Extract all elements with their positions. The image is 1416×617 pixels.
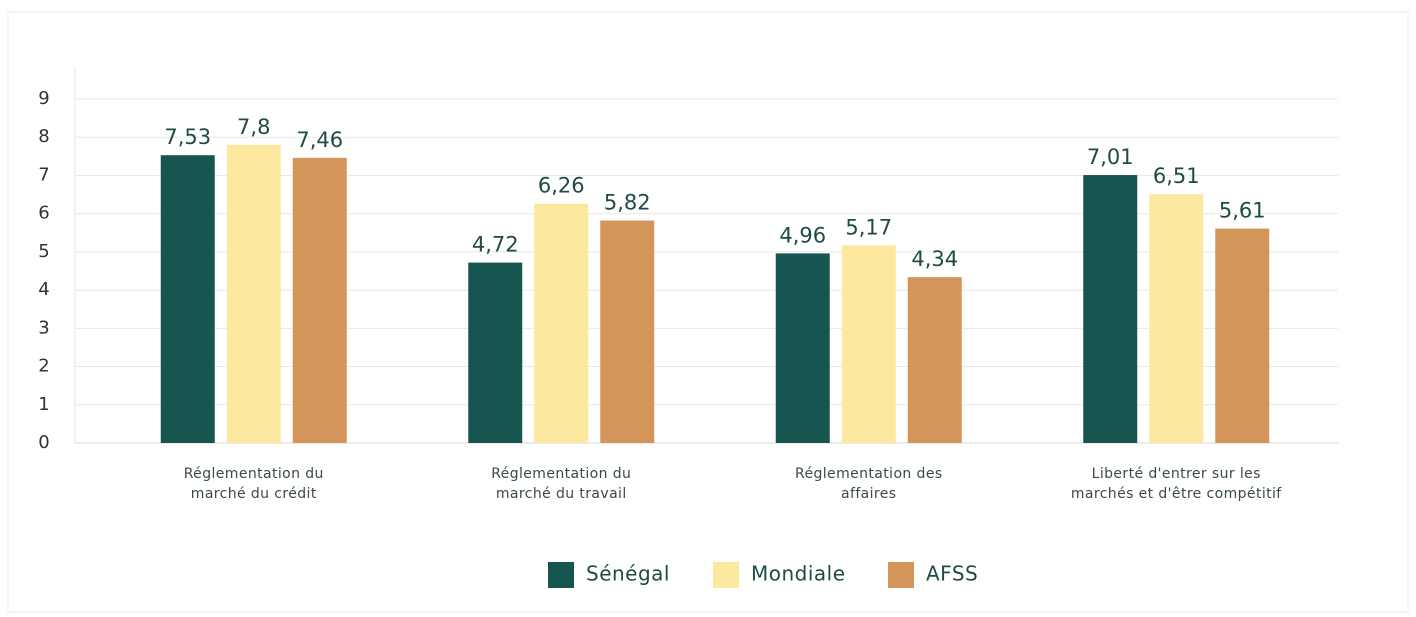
y-tick-label: 1	[38, 394, 49, 415]
data-label: 4,96	[779, 223, 826, 247]
x-tick-label: Réglementation des	[795, 466, 943, 482]
y-tick-label: 2	[38, 356, 49, 377]
y-tick-label: 8	[38, 126, 49, 147]
bar	[1083, 175, 1138, 443]
bar	[907, 277, 962, 443]
bar	[1215, 228, 1270, 443]
data-label: 6,51	[1153, 164, 1200, 188]
data-label: 7,46	[296, 128, 343, 152]
data-label: 7,8	[237, 115, 270, 139]
bar	[160, 155, 215, 444]
x-tick-label: Réglementation du	[184, 466, 324, 482]
legend-label: Mondiale	[751, 562, 846, 586]
bar	[468, 262, 523, 443]
bar	[292, 157, 347, 443]
y-tick-label: 3	[38, 317, 49, 338]
data-label: 4,34	[911, 247, 958, 271]
y-tick-label: 4	[38, 279, 49, 300]
legend-swatch	[888, 562, 914, 588]
x-tick-label: marché du crédit	[191, 486, 317, 502]
data-label: 5,61	[1219, 199, 1266, 223]
data-label: 5,17	[845, 215, 892, 239]
bar	[841, 245, 896, 443]
data-label: 5,82	[604, 191, 651, 215]
y-tick-label: 6	[38, 203, 49, 224]
y-tick-label: 0	[38, 432, 49, 453]
x-tick-label: Réglementation du	[491, 466, 631, 482]
data-label: 7,01	[1087, 145, 1134, 169]
y-tick-label: 7	[38, 164, 49, 185]
frame	[7, 11, 1409, 613]
y-tick-label: 5	[38, 241, 49, 262]
legend-swatch	[548, 562, 574, 588]
bar	[1149, 194, 1204, 443]
data-label: 4,72	[472, 233, 519, 257]
legend-label: AFSS	[926, 562, 978, 586]
x-tick-label: marché du travail	[496, 486, 627, 502]
bar	[534, 203, 589, 443]
data-label: 7,53	[164, 125, 211, 149]
x-tick-label: marchés et d'être compétitif	[1071, 486, 1282, 502]
legend-swatch	[713, 562, 739, 588]
data-label: 6,26	[538, 174, 585, 198]
y-tick-label: 9	[38, 88, 49, 109]
bar	[600, 220, 655, 443]
bar	[226, 144, 281, 443]
x-tick-label: Liberté d'entrer sur les	[1092, 466, 1261, 482]
x-tick-label: affaires	[841, 486, 896, 502]
legend-label: Sénégal	[586, 562, 670, 586]
bar	[775, 253, 830, 443]
